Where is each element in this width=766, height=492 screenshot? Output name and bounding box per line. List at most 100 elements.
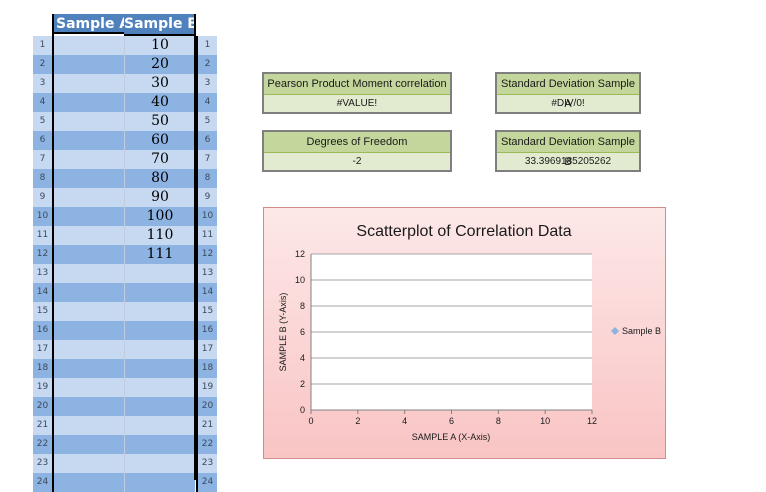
row-number-right[interactable]: 15: [196, 302, 217, 321]
cell-sample-a[interactable]: [54, 169, 124, 188]
row-number-left[interactable]: 21: [33, 416, 54, 435]
cell-sample-b[interactable]: 70: [124, 150, 195, 169]
cell-sample-a[interactable]: [54, 321, 124, 340]
cell-sample-a[interactable]: [54, 36, 124, 55]
row-number-right[interactable]: 19: [196, 378, 217, 397]
column-header-sample-a[interactable]: Sample A: [54, 14, 124, 34]
row-number-right[interactable]: 5: [196, 112, 217, 131]
cell-sample-b[interactable]: [124, 283, 195, 302]
cell-sample-a[interactable]: [54, 55, 124, 74]
row-number-right[interactable]: 20: [196, 397, 217, 416]
row-number-left[interactable]: 17: [33, 340, 54, 359]
row-number-left[interactable]: 8: [33, 169, 54, 188]
row-number-left[interactable]: 22: [33, 435, 54, 454]
row-number-right[interactable]: 18: [196, 359, 217, 378]
cell-sample-b[interactable]: [124, 416, 195, 435]
cell-sample-a[interactable]: [54, 416, 124, 435]
degrees-of-freedom-value[interactable]: -2: [264, 153, 450, 170]
cell-sample-a[interactable]: [54, 264, 124, 283]
cell-sample-a[interactable]: [54, 207, 124, 226]
row-number-right[interactable]: 21: [196, 416, 217, 435]
row-number-right[interactable]: 1: [196, 36, 217, 55]
row-number-right[interactable]: 2: [196, 55, 217, 74]
cell-sample-b[interactable]: [124, 473, 195, 492]
row-number-right[interactable]: 8: [196, 169, 217, 188]
cell-sample-b[interactable]: [124, 378, 195, 397]
row-number-right[interactable]: 6: [196, 131, 217, 150]
sd-sample-b-value[interactable]: 33.3969185205262: [497, 153, 639, 170]
cell-sample-b[interactable]: 110: [124, 226, 195, 245]
row-number-left[interactable]: 15: [33, 302, 54, 321]
cell-sample-b[interactable]: 111: [124, 245, 195, 264]
row-number-left[interactable]: 4: [33, 93, 54, 112]
row-number-left[interactable]: 1: [33, 36, 54, 55]
row-number-right[interactable]: 10: [196, 207, 217, 226]
pearson-value[interactable]: #VALUE!: [264, 95, 450, 112]
row-number-left[interactable]: 20: [33, 397, 54, 416]
cell-sample-a[interactable]: [54, 378, 124, 397]
row-number-right[interactable]: 9: [196, 188, 217, 207]
cell-sample-b[interactable]: [124, 321, 195, 340]
row-number-right[interactable]: 22: [196, 435, 217, 454]
row-number-left[interactable]: 11: [33, 226, 54, 245]
row-number-right[interactable]: 7: [196, 150, 217, 169]
cell-sample-b[interactable]: 10: [124, 36, 195, 55]
cell-sample-b[interactable]: 100: [124, 207, 195, 226]
row-number-left[interactable]: 16: [33, 321, 54, 340]
cell-sample-b[interactable]: 90: [124, 188, 195, 207]
cell-sample-b[interactable]: [124, 454, 195, 473]
row-number-right[interactable]: 17: [196, 340, 217, 359]
row-number-right[interactable]: 23: [196, 454, 217, 473]
sd-sample-a-value[interactable]: #DIV/0!: [497, 95, 639, 112]
row-number-right[interactable]: 14: [196, 283, 217, 302]
row-number-left[interactable]: 3: [33, 74, 54, 93]
row-number-right[interactable]: 12: [196, 245, 217, 264]
cell-sample-b[interactable]: [124, 302, 195, 321]
row-number-left[interactable]: 23: [33, 454, 54, 473]
cell-sample-b[interactable]: 50: [124, 112, 195, 131]
cell-sample-b[interactable]: 80: [124, 169, 195, 188]
cell-sample-b[interactable]: 30: [124, 74, 195, 93]
cell-sample-b[interactable]: [124, 340, 195, 359]
cell-sample-a[interactable]: [54, 283, 124, 302]
row-number-left[interactable]: 5: [33, 112, 54, 131]
cell-sample-a[interactable]: [54, 131, 124, 150]
cell-sample-a[interactable]: [54, 226, 124, 245]
cell-sample-b[interactable]: 40: [124, 93, 195, 112]
cell-sample-b[interactable]: [124, 359, 195, 378]
row-number-right[interactable]: 11: [196, 226, 217, 245]
row-number-left[interactable]: 7: [33, 150, 54, 169]
row-number-left[interactable]: 13: [33, 264, 54, 283]
cell-sample-a[interactable]: [54, 473, 124, 492]
row-number-right[interactable]: 3: [196, 74, 217, 93]
cell-sample-a[interactable]: [54, 397, 124, 416]
row-number-right[interactable]: 24: [196, 473, 217, 492]
row-number-left[interactable]: 9: [33, 188, 54, 207]
row-number-left[interactable]: 2: [33, 55, 54, 74]
cell-sample-a[interactable]: [54, 150, 124, 169]
row-number-left[interactable]: 6: [33, 131, 54, 150]
cell-sample-a[interactable]: [54, 112, 124, 131]
cell-sample-a[interactable]: [54, 435, 124, 454]
cell-sample-a[interactable]: [54, 245, 124, 264]
cell-sample-b[interactable]: [124, 397, 195, 416]
row-number-right[interactable]: 4: [196, 93, 217, 112]
cell-sample-b[interactable]: 60: [124, 131, 195, 150]
cell-sample-b[interactable]: [124, 435, 195, 454]
row-number-left[interactable]: 14: [33, 283, 54, 302]
cell-sample-a[interactable]: [54, 454, 124, 473]
cell-sample-b[interactable]: 20: [124, 55, 195, 74]
cell-sample-a[interactable]: [54, 74, 124, 93]
cell-sample-a[interactable]: [54, 302, 124, 321]
cell-sample-b[interactable]: [124, 264, 195, 283]
cell-sample-a[interactable]: [54, 340, 124, 359]
row-number-left[interactable]: 12: [33, 245, 54, 264]
row-number-left[interactable]: 24: [33, 473, 54, 492]
row-number-left[interactable]: 19: [33, 378, 54, 397]
column-header-sample-b[interactable]: Sample B: [124, 14, 194, 36]
row-number-left[interactable]: 18: [33, 359, 54, 378]
row-number-right[interactable]: 13: [196, 264, 217, 283]
scatterplot-chart[interactable]: Scatterplot of Correlation Data 0 2 4 6 8 10 1…: [263, 207, 666, 459]
cell-sample-a[interactable]: [54, 188, 124, 207]
row-number-left[interactable]: 10: [33, 207, 54, 226]
